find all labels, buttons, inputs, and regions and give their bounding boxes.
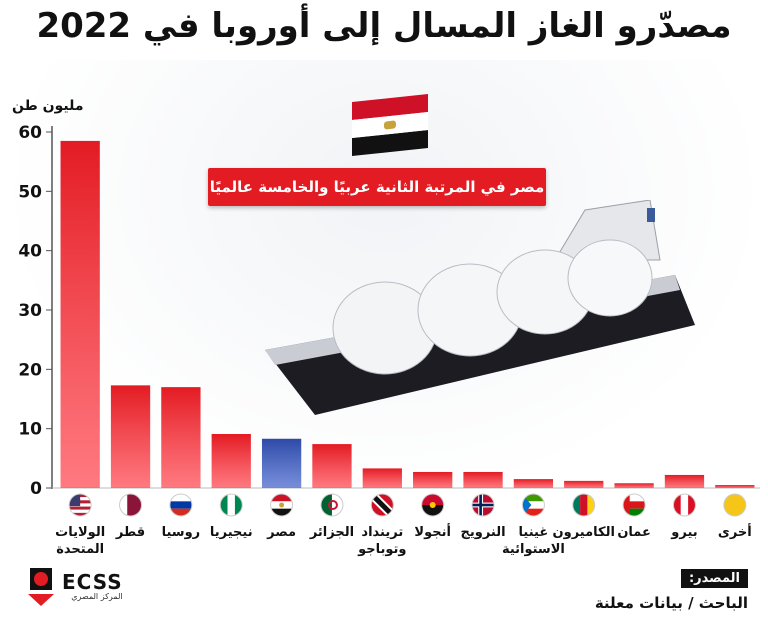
category-label: نيجيريا <box>210 525 253 540</box>
category-label: الولايات <box>55 525 105 540</box>
nigeria-flag <box>219 493 243 517</box>
category-label: غينيا <box>519 525 549 540</box>
y-tick-label: 10 <box>18 420 42 440</box>
category-label: الجزائر <box>309 525 354 540</box>
peru-flag <box>672 493 696 517</box>
bar <box>261 438 302 488</box>
angola-flag <box>421 493 445 517</box>
bar <box>463 471 503 488</box>
egypt-flag-banner <box>352 94 428 156</box>
bars <box>60 140 755 488</box>
category-label: روسيا <box>162 525 201 540</box>
bar <box>715 485 755 488</box>
bar <box>664 474 705 488</box>
oman-flag <box>622 493 646 517</box>
y-tick-label: 60 <box>18 123 42 143</box>
bar <box>564 480 604 488</box>
trinidad-flag <box>370 493 394 517</box>
category-label: عمان <box>617 525 651 540</box>
category-label: النرويج <box>461 525 506 540</box>
cameroon-flag <box>572 493 596 517</box>
bar <box>362 468 402 488</box>
eq-guinea-flag <box>521 493 545 517</box>
bar <box>211 434 251 488</box>
category-label: المتحدة <box>56 542 104 557</box>
y-tick-label: 30 <box>18 301 42 321</box>
bar-chart: 0 10 20 30 40 50 60 الولايات المتحدة قطر روسيا نيج… <box>18 123 760 557</box>
y-axis-unit: مليون طن <box>12 98 84 114</box>
ecss-logo: ECSS المركز المصري <box>26 566 123 606</box>
bar <box>413 471 453 488</box>
egypt-flag <box>270 493 294 517</box>
flags <box>68 493 747 517</box>
source-text: الباحث / بيانات معلنة <box>594 594 748 612</box>
category-label: ترينداد <box>361 525 403 540</box>
category-label: بيرو <box>670 525 697 540</box>
bar <box>312 444 352 488</box>
ecss-logo-icon <box>26 566 56 606</box>
category-label: وتوباجو <box>357 542 406 557</box>
egypt-rank-badge: مصر في المرتبة الثانية عربيًا والخامسة ع… <box>208 168 546 206</box>
qatar-flag <box>119 493 143 517</box>
y-tick-label: 40 <box>18 242 42 262</box>
bar <box>60 140 100 488</box>
russia-flag <box>169 493 193 517</box>
norway-flag <box>471 493 495 517</box>
category-labels: الولايات المتحدة قطر روسيا نيجيريا مصر الجزائر… <box>55 523 752 557</box>
page-title: مصدّرو الغاز المسال إلى أوروبا في 2022 <box>36 6 732 46</box>
category-label: أخرى <box>718 523 752 540</box>
us-flag <box>68 493 92 517</box>
category-label: قطر <box>115 525 145 540</box>
logo-name: ECSS <box>62 569 123 594</box>
category-label: الكاميرون <box>553 525 615 540</box>
bar <box>110 385 151 488</box>
source-label: المصدر: <box>680 569 748 588</box>
other-dot <box>723 493 747 517</box>
logo-subtitle: المركز المصري <box>71 591 123 601</box>
y-tick-label: 0 <box>30 479 42 499</box>
bar <box>161 387 201 488</box>
bar <box>513 479 554 488</box>
y-tick-label: 50 <box>18 182 42 202</box>
bar <box>614 483 654 488</box>
y-tick-label: 20 <box>18 360 42 380</box>
category-label: مصر <box>266 525 296 540</box>
category-label: أنجولا <box>414 523 451 540</box>
algeria-flag <box>320 493 344 517</box>
lng-ship-illustration <box>265 200 695 415</box>
category-label: الاستوائية <box>502 542 565 557</box>
